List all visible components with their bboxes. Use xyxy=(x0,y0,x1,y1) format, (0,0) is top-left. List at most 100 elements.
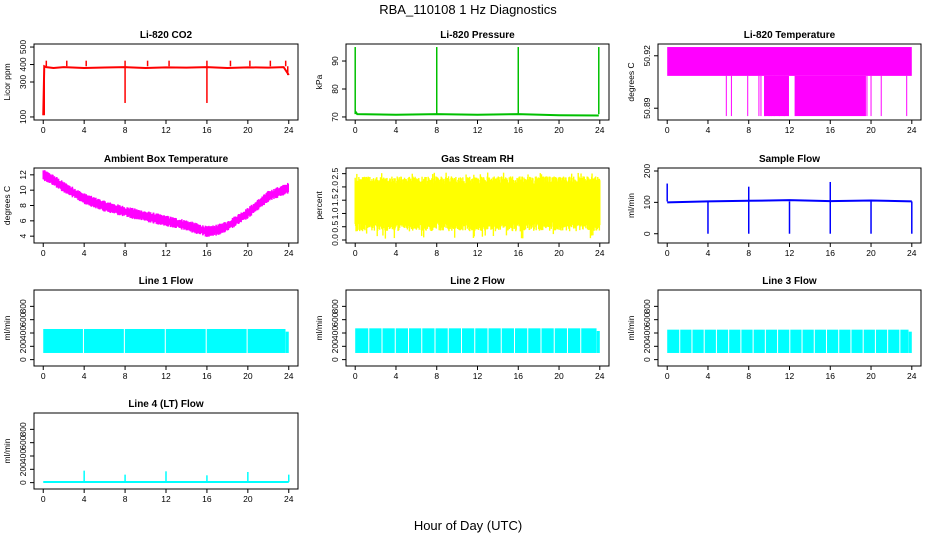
flow-band-segment xyxy=(567,328,581,353)
y-tick-label: 800 xyxy=(18,299,28,313)
y-axis-label: ml/min xyxy=(626,315,636,340)
y-tick-label: 0 xyxy=(18,480,28,485)
x-tick-label: 16 xyxy=(514,371,524,381)
x-tick-label: 20 xyxy=(243,371,253,381)
x-tick-label: 0 xyxy=(353,125,358,135)
y-tick-label: 800 xyxy=(642,299,652,313)
x-tick-label: 0 xyxy=(665,125,670,135)
plot-frame xyxy=(657,289,922,367)
chart-data xyxy=(43,470,290,483)
y-tick-label: 2.5 xyxy=(330,167,340,179)
chart-panel-2: Li-820 Pressure kPa 0 4 8 12 16 20 24 70 80 90 xyxy=(314,30,610,135)
x-tick-label: 16 xyxy=(514,248,524,258)
chart-title: Li-820 Pressure xyxy=(440,30,515,41)
y-tick-label: 1.0 xyxy=(330,207,340,219)
chart-data xyxy=(667,47,912,117)
x-tick-label: 16 xyxy=(202,125,212,135)
y-axis-label: ml/min xyxy=(314,315,324,340)
flow-band-segment xyxy=(581,328,597,353)
chart-title: Line 4 (LT) Flow xyxy=(128,399,204,410)
x-tick-label: 4 xyxy=(82,371,87,381)
x-tick-label: 4 xyxy=(706,248,711,258)
chart-title: Ambient Box Temperature xyxy=(104,154,229,165)
x-tick-label: 12 xyxy=(785,371,795,381)
flow-band-segment xyxy=(165,328,206,353)
chart-title: Line 3 Flow xyxy=(762,276,817,287)
chart-title: Line 2 Flow xyxy=(450,276,505,287)
y-tick-label: 400 xyxy=(642,326,652,340)
flow-band-segment xyxy=(369,328,382,353)
x-tick-label: 24 xyxy=(907,248,917,258)
x-tick-label: 20 xyxy=(243,125,253,135)
y-tick-label: 0.5 xyxy=(330,221,340,233)
x-tick-label: 24 xyxy=(907,371,917,381)
flow-band-segment xyxy=(900,329,909,353)
y-tick-label: 0 xyxy=(18,357,28,362)
x-tick-label: 0 xyxy=(665,248,670,258)
flow-band-segment xyxy=(448,328,461,353)
temperature-drop-block xyxy=(794,75,866,117)
y-axis-label: ml/min xyxy=(2,315,12,340)
flow-band-tail xyxy=(596,330,600,353)
flow-band-segment xyxy=(814,329,826,353)
y-tick-label: 400 xyxy=(18,57,28,71)
figure-title: RBA_110108 1 Hz Diagnostics xyxy=(379,2,557,17)
series-line xyxy=(42,64,290,116)
chart-panel-4: Ambient Box Temperature degrees C 0 4 8 12 16 2… xyxy=(2,154,299,258)
x-tick-label: 24 xyxy=(907,125,917,135)
chart-panel-7: Line 1 Flow ml/min 0 4 8 12 16 20 24 0 20040060080… xyxy=(2,276,299,381)
x-tick-label: 0 xyxy=(353,248,358,258)
x-tick-label: 0 xyxy=(353,371,358,381)
plot-frame xyxy=(33,43,299,121)
x-tick-label: 12 xyxy=(161,248,171,258)
x-tick-label: 4 xyxy=(82,494,87,504)
flow-band-segment xyxy=(778,329,790,353)
x-tick-label: 0 xyxy=(665,371,670,381)
x-tick-label: 4 xyxy=(394,371,399,381)
x-tick-label: 16 xyxy=(202,371,212,381)
chart-panel-1: Li-820 CO2 Licor ppm 0 4 8 12 16 20 24 100 300 400 5… xyxy=(2,30,299,135)
flow-band-segment xyxy=(680,329,692,353)
y-tick-label: 600 xyxy=(330,312,340,326)
x-tick-label: 16 xyxy=(202,248,212,258)
chart-data xyxy=(355,328,600,353)
flow-band-segment xyxy=(501,328,514,353)
x-tick-label: 16 xyxy=(514,125,524,135)
y-tick-label: 2.0 xyxy=(330,181,340,193)
flow-band-segment xyxy=(43,328,83,353)
y-tick-label: 0.0 xyxy=(330,234,340,246)
flow-band-segment xyxy=(488,328,501,353)
flow-band-segment xyxy=(790,329,802,353)
flow-band-segment xyxy=(395,328,408,353)
x-tick-label: 20 xyxy=(243,494,253,504)
y-tick-label: 200 xyxy=(18,339,28,353)
flow-band-segment xyxy=(422,328,435,353)
x-tick-label: 4 xyxy=(706,125,711,135)
chart-panel-6: Sample Flow ml/min 0 4 8 12 16 20 24 0 100 200 xyxy=(626,154,922,258)
flow-band-segment xyxy=(692,329,704,353)
x-tick-label: 0 xyxy=(41,125,46,135)
x-tick-label: 16 xyxy=(826,371,836,381)
flow-band-segment xyxy=(475,328,488,353)
chart-data xyxy=(666,181,913,234)
x-tick-label: 20 xyxy=(554,371,564,381)
y-tick-label: 0 xyxy=(330,357,340,362)
flow-band-segment xyxy=(827,329,839,353)
chart-data xyxy=(354,172,601,239)
x-tick-label: 8 xyxy=(746,371,751,381)
flow-band-segment xyxy=(247,328,286,353)
y-tick-label: 0 xyxy=(642,357,652,362)
flow-band-segment xyxy=(206,328,247,353)
flow-band-segment xyxy=(83,328,124,353)
x-tick-label: 8 xyxy=(123,494,128,504)
plot-frame xyxy=(345,289,610,367)
y-tick-label: 6 xyxy=(18,218,28,223)
x-tick-label: 16 xyxy=(202,494,212,504)
flow-band-segment xyxy=(729,329,741,353)
y-tick-label: 500 xyxy=(18,40,28,54)
chart-data xyxy=(42,170,289,237)
x-tick-label: 20 xyxy=(866,125,876,135)
chart-data xyxy=(42,60,290,116)
y-tick-label: 400 xyxy=(18,449,28,463)
